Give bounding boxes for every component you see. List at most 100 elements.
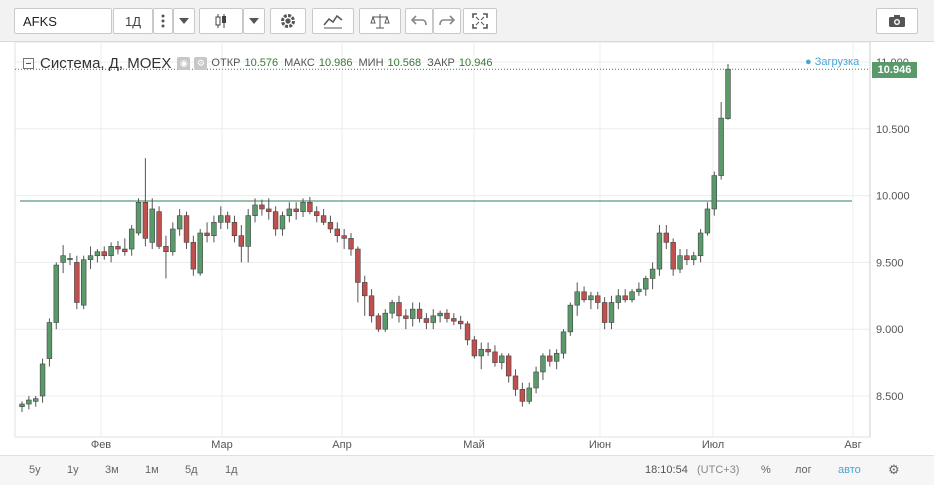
candle-body	[533, 371, 539, 389]
compare-button[interactable]	[359, 8, 401, 34]
candle-body	[211, 222, 217, 236]
candle-body	[149, 208, 155, 243]
candle-body	[540, 355, 546, 373]
snapshot-button[interactable]	[876, 8, 918, 34]
range-1m[interactable]: 1м	[145, 464, 159, 476]
candle-body	[300, 201, 306, 212]
candle-body	[519, 389, 526, 402]
candle-body	[512, 375, 519, 390]
log-toggle[interactable]: лог	[795, 464, 812, 476]
undo-button[interactable]	[405, 8, 433, 34]
percent-toggle[interactable]: %	[761, 464, 771, 476]
redo-icon	[439, 15, 455, 26]
timezone[interactable]: (UTC+3)	[697, 464, 740, 476]
candle-body	[74, 262, 80, 303]
price-chart[interactable]: 11.00010.50010.0009.5009.0008.500ФевМарА…	[0, 42, 934, 455]
fullscreen-icon	[472, 13, 488, 29]
auto-toggle[interactable]: авто	[838, 464, 861, 476]
top-toolbar: AFKS 1Д	[0, 0, 934, 42]
candle-body	[39, 363, 46, 397]
candle-body	[183, 215, 190, 243]
candle-body	[170, 228, 176, 253]
visibility-icon[interactable]: ◉	[177, 56, 191, 70]
candle-body	[334, 228, 341, 236]
candle-body	[19, 403, 25, 407]
y-tick-label: 10.500	[876, 124, 910, 136]
range-5d[interactable]: 5д	[185, 464, 198, 476]
last-price-badge: 10.946	[872, 62, 917, 78]
candle-body	[108, 246, 114, 257]
candle-body	[60, 255, 66, 263]
range-5y[interactable]: 5у	[29, 464, 41, 476]
bottom-toolbar: 5у 1у 3м 1м 5д 1д 18:10:54 (UTC+3) % лог…	[0, 455, 934, 485]
interval-label: 1Д	[124, 13, 142, 29]
candle-body	[163, 246, 169, 253]
candle-body	[437, 312, 443, 317]
candle-body	[259, 204, 265, 210]
candle-body	[670, 242, 676, 270]
close-label: ЗАКР	[427, 57, 455, 69]
y-tick-label: 10.000	[876, 191, 910, 203]
candle-body	[87, 255, 94, 261]
candle-body	[588, 295, 594, 301]
range-1d[interactable]: 1д	[225, 464, 238, 476]
chart-type-caret-down-icon[interactable]	[243, 8, 265, 34]
candle-body	[204, 232, 210, 236]
series-legend: Система, Д, MOEX ◉ ⚙ ОТКР 10.576 МАКС 10…	[23, 55, 499, 72]
candle-body	[471, 339, 478, 357]
candle-body	[444, 312, 450, 319]
candle-body	[94, 251, 101, 257]
y-tick-label: 9.500	[876, 257, 904, 269]
candle-body	[553, 352, 560, 362]
candle-body	[314, 211, 320, 216]
candle-body	[464, 323, 471, 341]
candle-body	[423, 318, 430, 323]
candle-body	[643, 278, 649, 290]
candle-body	[231, 222, 238, 236]
candle-body	[128, 228, 135, 250]
open-label: ОТКР	[211, 57, 241, 69]
candle-body	[608, 302, 615, 323]
more-icon[interactable]	[153, 8, 173, 34]
chart-type-button[interactable]	[199, 8, 243, 34]
candle-body	[691, 255, 697, 261]
candle-body	[341, 235, 347, 239]
settings-button[interactable]	[270, 8, 306, 34]
y-tick-label: 8.500	[876, 391, 904, 403]
candle-body	[663, 232, 670, 243]
candle-body	[122, 248, 128, 253]
plot-area	[14, 42, 871, 438]
candle-body	[286, 208, 293, 216]
candle-body	[567, 304, 574, 333]
settings-small-icon[interactable]: ⚙	[194, 56, 208, 70]
fullscreen-button[interactable]	[463, 8, 497, 34]
indicators-button[interactable]	[312, 8, 354, 34]
redo-button[interactable]	[433, 8, 461, 34]
candle-body	[252, 204, 258, 216]
candle-body	[396, 302, 402, 317]
candle-body	[355, 248, 361, 283]
candle-body	[320, 215, 327, 223]
candle-body	[266, 208, 272, 212]
loading-status: ● Загрузка	[805, 56, 860, 68]
candle-body	[327, 222, 334, 230]
interval-button[interactable]: 1Д	[113, 8, 153, 34]
candle-body	[101, 251, 107, 257]
candle-body	[293, 208, 299, 212]
interval-caret-down-icon[interactable]	[173, 8, 195, 34]
candle-body	[451, 318, 457, 322]
candle-body	[176, 215, 183, 230]
symbol-input[interactable]: AFKS	[14, 8, 112, 34]
candle-body	[677, 255, 683, 270]
x-tick-label: Мар	[211, 439, 233, 451]
range-3m[interactable]: 3м	[105, 464, 119, 476]
candle-body	[80, 259, 87, 306]
y-tick-label: 9.000	[876, 324, 904, 336]
range-1y[interactable]: 1у	[67, 464, 79, 476]
candle-body	[615, 295, 622, 303]
candle-body	[656, 232, 663, 270]
gear-icon[interactable]: ⚙	[888, 462, 900, 477]
camera-icon	[889, 15, 905, 27]
candle-body	[245, 215, 251, 247]
collapse-icon[interactable]	[23, 57, 34, 69]
